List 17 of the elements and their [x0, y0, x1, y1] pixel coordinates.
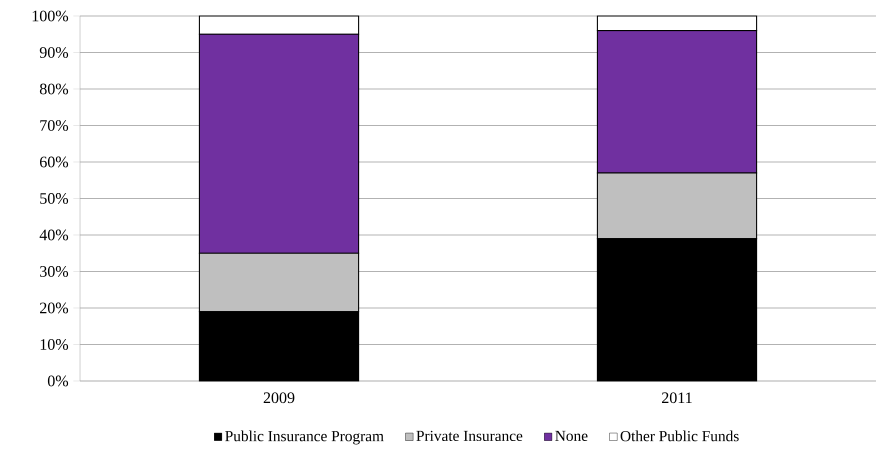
legend-label: None — [555, 430, 588, 441]
y-tick-label: 70% — [40, 120, 68, 131]
legend-label: Other Public Funds — [620, 430, 739, 442]
legend-label: Private Insurance — [416, 430, 522, 442]
y-tick-label: 40% — [40, 230, 68, 240]
legend-label: Public Insurance Program — [225, 430, 384, 444]
y-tick-label: 0% — [48, 376, 68, 386]
x-tick-label: 2011 — [662, 392, 692, 404]
y-tick-label: 90% — [40, 47, 68, 58]
x-tick-label: 2009 — [264, 392, 294, 404]
y-tick-label: 80% — [40, 84, 68, 94]
y-tick-label: 10% — [40, 339, 68, 350]
y-tick-label: 30% — [40, 266, 68, 277]
y-tick-label: 50% — [40, 193, 68, 204]
y-tick-label: 60% — [40, 156, 68, 168]
y-tick-label: 100% — [32, 10, 68, 22]
y-tick-label: 20% — [40, 302, 68, 314]
